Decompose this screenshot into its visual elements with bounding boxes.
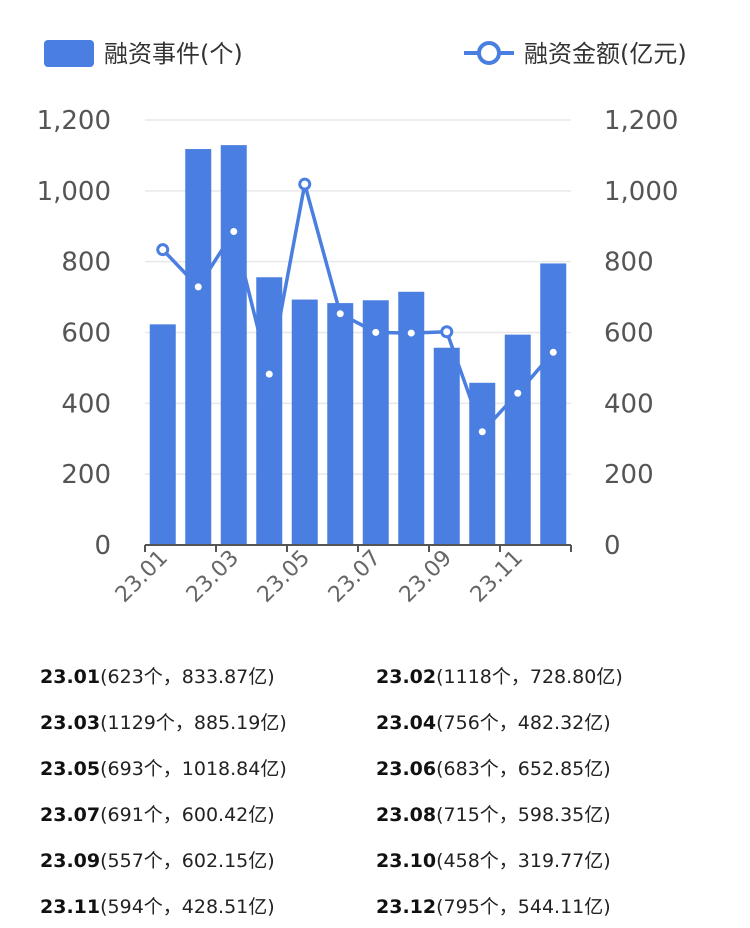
right-tick-label: 800 [604, 248, 654, 278]
line-point [156, 243, 170, 257]
line-point [407, 329, 415, 337]
table-cell: 23.07(691个，600.42亿) [40, 800, 376, 827]
table-row: 23.05(693个，1018.84亿) 23.06(683个，652.85亿) [40, 744, 720, 790]
line-point [194, 283, 202, 291]
line-point [514, 389, 522, 397]
cell-date: 23.12 [376, 895, 437, 918]
cell-date: 23.09 [40, 849, 101, 872]
right-tick-label: 400 [604, 389, 654, 419]
table-cell: 23.04(756个，482.32亿) [376, 708, 712, 735]
legend-line-label: 融资金额(亿元) [524, 40, 687, 68]
right-axis-ticks: 0 200 400 600 800 1,000 1,200 [604, 106, 678, 561]
bar [504, 334, 531, 545]
axes [144, 544, 572, 552]
table-cell: 23.09(557个，602.15亿) [40, 846, 376, 873]
cell-detail: (756个，482.32亿) [436, 711, 611, 734]
cell-detail: (594个，428.51亿) [100, 895, 275, 918]
legend-bar-label: 融资事件(个) [104, 40, 243, 68]
cell-date: 23.02 [376, 665, 437, 688]
line-point [549, 348, 557, 356]
cell-date: 23.05 [40, 757, 101, 780]
right-tick-label: 600 [604, 319, 654, 349]
table-row: 23.09(557个，602.15亿) 23.10(458个，319.77亿) [40, 836, 720, 882]
bar [185, 149, 212, 545]
cell-detail: (715个，598.35亿) [436, 803, 611, 826]
bar [540, 263, 567, 545]
x-tick-label: 23.03 [182, 546, 244, 608]
cell-detail: (557个，602.15亿) [100, 849, 275, 872]
bar [291, 299, 318, 545]
cell-detail: (623个，833.87亿) [100, 665, 275, 688]
line-point [372, 328, 380, 336]
x-tick-label: 23.05 [253, 546, 315, 608]
bar [362, 300, 389, 545]
bar [220, 145, 247, 546]
table-cell: 23.08(715个，598.35亿) [376, 800, 712, 827]
table-row: 23.03(1129个，885.19亿) 23.04(756个，482.32亿) [40, 698, 720, 744]
legend-line-marker [477, 41, 501, 65]
cell-date: 23.03 [40, 711, 101, 734]
table-cell: 23.11(594个，428.51亿) [40, 892, 376, 919]
line-point [478, 428, 486, 436]
line-point [265, 370, 273, 378]
bar [327, 303, 354, 545]
table-row: 23.01(623个，833.87亿) 23.02(1118个，728.80亿) [40, 652, 720, 698]
left-axis-ticks: 0 200 400 600 800 1,000 1,200 [37, 106, 111, 561]
right-tick-label: 0 [604, 531, 621, 561]
table-cell: 23.03(1129个，885.19亿) [40, 708, 376, 735]
cell-detail: (458个，319.77亿) [436, 849, 611, 872]
left-tick-label: 0 [94, 531, 111, 561]
cell-detail: (683个，652.85亿) [436, 757, 611, 780]
table-cell: 23.10(458个，319.77亿) [376, 846, 712, 873]
left-tick-label: 200 [61, 460, 111, 490]
cell-date: 23.01 [40, 665, 101, 688]
series-line [161, 182, 555, 434]
table-cell: 23.02(1118个，728.80亿) [376, 662, 712, 689]
cell-detail: (1118个，728.80亿) [436, 665, 623, 688]
left-tick-label: 1,200 [37, 106, 111, 136]
right-tick-label: 1,200 [604, 106, 678, 136]
cell-date: 23.06 [376, 757, 437, 780]
data-table: 23.01(623个，833.87亿) 23.02(1118个，728.80亿) 2… [40, 652, 720, 928]
table-cell: 23.05(693个，1018.84亿) [40, 754, 376, 781]
line-point [336, 310, 344, 318]
chart-legend: 融资事件(个) 融资金额(亿元) [44, 40, 687, 68]
table-cell: 23.12(795个，544.11亿) [376, 892, 712, 919]
left-tick-label: 400 [61, 389, 111, 419]
cell-detail: (1129个，885.19亿) [100, 711, 287, 734]
x-tick-label: 23.09 [395, 546, 457, 608]
right-tick-label: 200 [604, 460, 654, 490]
bar-series [149, 145, 567, 546]
x-tick-label: 23.07 [324, 546, 386, 608]
x-tick-label: 23.11 [466, 546, 528, 608]
bar [149, 324, 176, 545]
cell-detail: (691个，600.42亿) [100, 803, 275, 826]
table-cell: 23.01(623个，833.87亿) [40, 662, 376, 689]
cell-detail: (795个，544.11亿) [436, 895, 611, 918]
table-row: 23.11(594个，428.51亿) 23.12(795个，544.11亿) [40, 882, 720, 928]
bar [433, 347, 460, 545]
line-point [298, 177, 312, 191]
cell-date: 23.04 [376, 711, 437, 734]
combo-chart: 融资事件(个) 融资金额(亿元) 0 200 400 600 800 1,000 1,200… [37, 40, 687, 608]
left-tick-label: 800 [61, 248, 111, 278]
left-tick-label: 1,000 [37, 177, 111, 207]
x-tick-label: 23.01 [111, 546, 173, 608]
cell-date: 23.08 [376, 803, 437, 826]
line-series [156, 177, 557, 436]
right-tick-label: 1,000 [604, 177, 678, 207]
legend-bar-swatch [44, 40, 94, 67]
table-row: 23.07(691个，600.42亿) 23.08(715个，598.35亿) [40, 790, 720, 836]
cell-date: 23.11 [40, 895, 101, 918]
x-axis-ticks: 23.01 23.03 23.05 23.07 23.09 23.11 [111, 546, 528, 608]
left-tick-label: 600 [61, 319, 111, 349]
table-cell: 23.06(683个，652.85亿) [376, 754, 712, 781]
line-point [440, 325, 454, 339]
line-point [230, 227, 238, 235]
cell-date: 23.10 [376, 849, 437, 872]
cell-detail: (693个，1018.84亿) [100, 757, 287, 780]
cell-date: 23.07 [40, 803, 101, 826]
